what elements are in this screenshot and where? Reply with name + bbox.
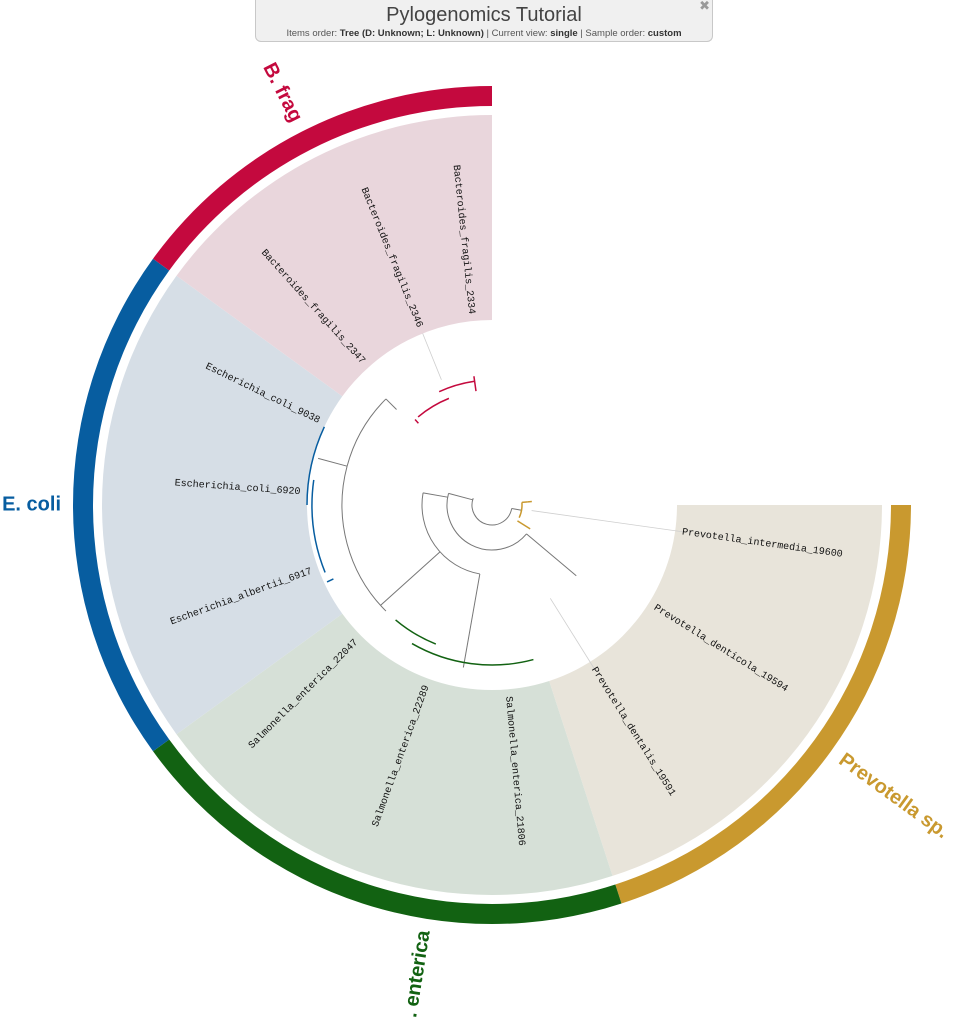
clade-ring-prevotella [615,505,911,904]
items-order-value: Tree (D: Unknown; L: Unknown) [339,28,484,39]
branch-bfrag-stem [414,419,419,424]
branch-root-arc [471,497,513,526]
clade-bg-prevotella [549,505,882,876]
branch-stem-salmonella [462,573,481,668]
clade-ring-salmonella [153,739,622,925]
branch-ecoli-arc-2 [306,426,326,506]
branch-salmonella-arc-1 [411,642,534,666]
clade-label-prevotella: Prevotella sp. [835,749,953,843]
current-view-value: single [550,28,578,39]
items-order-label: Items order: [286,28,338,39]
sample-order-label: Sample order: [585,28,646,39]
current-view-label: Current view: [491,28,548,39]
title-subtitle: Items order: Tree (D: Unknown; L: Unknow… [286,28,682,39]
sample-order-value: custom [647,28,682,39]
clade-bg-ecoli [102,275,343,735]
branch-internal-arc-3 [341,466,387,612]
branch-prevotella-tip-2 [517,520,531,530]
guide-prevotella-intermedia [531,510,686,533]
branch-ecoli-tip [326,578,334,583]
branch-stem-3 [380,551,441,606]
branch-stem-prevotella-inner [511,507,522,511]
branch-internal-arc-4 [346,398,387,467]
clade-ring-bfrag [153,86,492,271]
branch-internal-arc-1 [446,493,527,551]
clade-ring-ecoli [72,258,170,752]
page-title: Pylogenomics Tutorial [386,4,582,26]
branch-bfrag-arc-2 [438,380,475,393]
branch-stem-prevotella-main [526,533,577,577]
branch-bfrag-tip [473,376,477,392]
branch-stem-1 [448,492,473,501]
title-panel: Pylogenomics Tutorial Items order: Tree … [255,0,713,42]
branch-prevotella-tip-1 [521,501,528,504]
close-icon[interactable]: ✖ [699,0,710,13]
clade-label-ecoli: E. coli [2,493,61,515]
clade-bg-bfrag [176,115,492,397]
branch-stem-ecoli [318,457,348,467]
branch-bfrag-arc-1 [417,397,450,418]
guide-prevotella-dentalis [549,598,596,671]
tree-branches [306,333,686,671]
branch-stem-2 [422,492,448,498]
clade-backgrounds [102,115,882,896]
branch-stem-bfrag [385,398,397,410]
clade-label-salmonella: S. enterica [397,928,435,1017]
clade-rings [72,86,911,925]
clade-label-bfrag: B. frag [258,59,306,125]
guide-bfrag-2346 [422,333,442,380]
branch-internal-arc-2 [421,492,480,575]
branch-salmonella-arc-2 [395,619,437,645]
clade-bg-salmonella [176,613,613,896]
branch-ecoli-arc-1 [311,479,326,573]
